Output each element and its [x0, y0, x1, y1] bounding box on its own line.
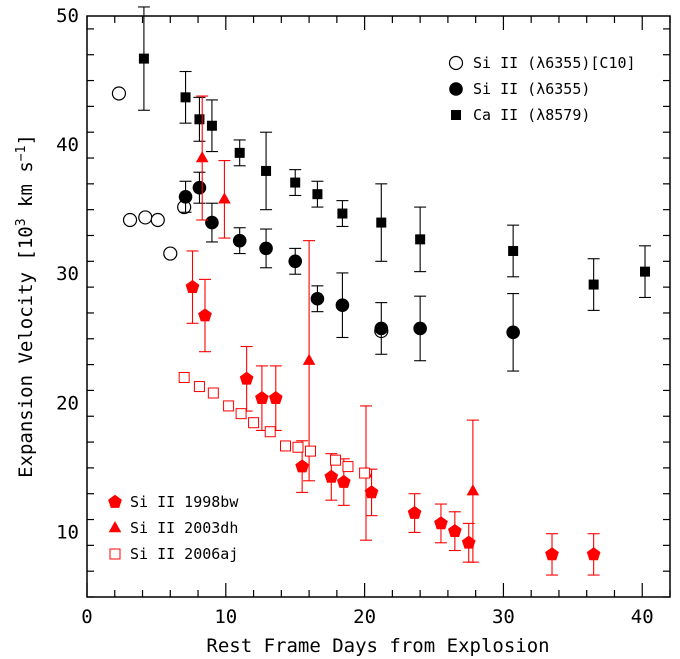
- legend-top-right: Si II (λ6355)[C10] Si II (λ6355) Ca II (λ8…: [448, 54, 636, 124]
- data-point: [374, 321, 389, 336]
- data-point: [461, 535, 476, 549]
- data-point: [234, 147, 245, 158]
- tick-labels: 0 10 20 30 40 10 20 30 40 50: [56, 5, 654, 628]
- data-point: [150, 212, 165, 228]
- data-point: [413, 321, 427, 336]
- data-point: [192, 180, 207, 195]
- legend-label: Ca II (λ8579): [473, 106, 590, 124]
- y-tick-label: 40: [56, 134, 79, 156]
- data-point: [268, 390, 283, 404]
- series-0: [111, 86, 389, 339]
- axis-ticks: [86, 16, 671, 598]
- data-point: [310, 291, 325, 306]
- data-point: [312, 189, 323, 200]
- data-point: [290, 177, 301, 188]
- data-point: [588, 279, 599, 290]
- data-point: [640, 266, 651, 277]
- data-series: [111, 6, 652, 576]
- legend-marker: [448, 55, 464, 71]
- legend-label: Si II (λ6355): [473, 80, 590, 98]
- data-point: [342, 461, 354, 473]
- data-point: [264, 426, 276, 438]
- data-point: [185, 279, 200, 293]
- data-point: [205, 215, 219, 230]
- data-point: [193, 381, 205, 393]
- data-point: [302, 353, 316, 365]
- x-tick-label: 10: [214, 606, 237, 628]
- data-point: [434, 516, 448, 530]
- data-point: [364, 485, 379, 499]
- legend-marker: [108, 494, 122, 508]
- data-point: [292, 441, 304, 453]
- y-tick-label: 10: [56, 521, 79, 543]
- data-point: [223, 400, 235, 412]
- data-point: [288, 254, 303, 269]
- legend-label: Si II 2006aj: [130, 545, 238, 563]
- x-tick-label: 30: [492, 606, 515, 628]
- data-point: [111, 86, 127, 101]
- series-2: [137, 6, 652, 311]
- legend-label: Si II 1998bw: [130, 493, 239, 511]
- data-point: [466, 484, 480, 496]
- y-tick-label: 50: [56, 5, 79, 27]
- legend-marker: [451, 110, 461, 120]
- data-point: [324, 469, 339, 483]
- data-point: [248, 417, 260, 429]
- data-point: [178, 372, 190, 384]
- data-point: [122, 212, 138, 228]
- legend-bottom-left: Si II 1998bw Si II 2003dh Si II 2006aj: [108, 493, 239, 563]
- legend-marker: [108, 521, 122, 533]
- y-tick-label: 20: [56, 392, 79, 414]
- data-point: [279, 440, 291, 452]
- data-point: [335, 298, 350, 313]
- data-point: [586, 547, 601, 561]
- data-point: [207, 387, 219, 399]
- legend-label: Si II (λ6355)[C10]: [473, 54, 636, 72]
- data-point: [178, 189, 193, 204]
- data-point: [448, 523, 462, 537]
- data-point: [163, 246, 178, 261]
- data-point: [138, 53, 149, 64]
- series-5: [178, 372, 371, 479]
- data-point: [376, 217, 387, 228]
- x-tick-label: 40: [631, 606, 654, 628]
- data-point: [180, 92, 191, 103]
- data-point: [415, 234, 426, 245]
- data-point: [304, 445, 316, 457]
- data-point: [359, 467, 371, 479]
- data-point: [218, 192, 231, 204]
- data-point: [206, 120, 217, 131]
- data-point: [198, 308, 212, 322]
- data-point: [407, 505, 422, 519]
- data-point: [295, 459, 309, 473]
- legend-marker: [449, 82, 463, 96]
- data-point: [259, 241, 273, 256]
- data-point: [261, 165, 272, 176]
- series-1: [178, 171, 520, 372]
- x-tick-label: 0: [81, 606, 92, 628]
- data-point: [138, 210, 153, 225]
- series-3: [185, 250, 601, 576]
- y-tick-label: 30: [56, 263, 79, 285]
- data-point: [239, 371, 254, 385]
- y-axis-label: Expansion Velocity [103 km s−1]: [14, 134, 37, 478]
- data-point: [336, 474, 351, 488]
- data-point: [255, 390, 269, 404]
- data-point: [235, 408, 247, 420]
- plot-frame: [86, 15, 671, 598]
- data-point: [232, 233, 247, 248]
- x-tick-label: 20: [353, 606, 376, 628]
- data-point: [506, 325, 520, 340]
- x-axis-label: Rest Frame Days from Explosion: [206, 635, 549, 657]
- data-point: [195, 151, 209, 163]
- data-point: [337, 208, 348, 219]
- data-point: [329, 454, 341, 466]
- data-point: [508, 245, 519, 256]
- legend-marker: [109, 548, 121, 560]
- data-point: [545, 547, 559, 561]
- data-point: [194, 114, 205, 125]
- legend-label: Si II 2003dh: [130, 519, 238, 537]
